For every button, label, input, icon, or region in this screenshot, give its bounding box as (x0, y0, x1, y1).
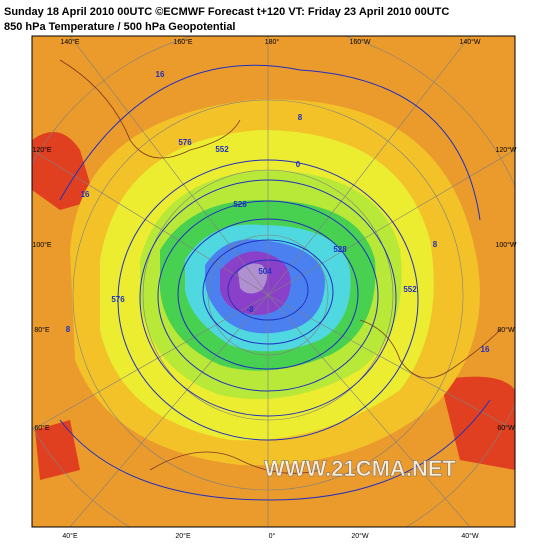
longitude-label: 100°E (32, 241, 51, 249)
longitude-label: 60°E (34, 424, 50, 432)
longitude-label: 160°W (349, 38, 370, 46)
geopotential-contour-label: 528 (233, 200, 247, 209)
longitude-label: 80°E (34, 326, 50, 334)
longitude-label: 140°E (60, 38, 79, 46)
longitude-label: 40°E (62, 532, 78, 540)
temperature-contour-label: -8 (246, 305, 254, 314)
longitude-label: 100°W (495, 241, 516, 249)
geopotential-contour-label: 576 (111, 295, 125, 304)
longitude-label: 0° (269, 532, 276, 540)
title: Sunday 18 April 2010 00UTC ©ECMWF Foreca… (4, 6, 449, 18)
temperature-contour-label: 16 (156, 70, 165, 79)
temperature-contour-label: 8 (433, 240, 438, 249)
watermark: WWW.21CMA.NET (264, 456, 456, 481)
temperature-contour-label: 0 (296, 160, 301, 169)
temperature-contour-label: 8 (66, 325, 71, 334)
map-field (32, 36, 515, 527)
longitude-label: 20°W (351, 532, 369, 540)
longitude-label: 20°E (175, 532, 191, 540)
longitude-label: 40°W (461, 532, 479, 540)
geopotential-contour-label: 552 (215, 145, 229, 154)
longitude-label: 180° (265, 38, 280, 46)
temperature-contour-label: 8 (298, 113, 303, 122)
geopotential-contour-label: 504 (258, 267, 272, 276)
longitude-label: 120°W (495, 146, 516, 154)
temperature-contour-label: 16 (81, 190, 90, 199)
geopotential-contour-label: 528 (333, 245, 347, 254)
longitude-label: 80°W (497, 326, 515, 334)
longitude-label: 160°E (173, 38, 192, 46)
map-frame (31, 35, 516, 528)
longitude-label: 120°E (32, 146, 51, 154)
temperature-contour-label: 16 (481, 345, 490, 354)
longitude-label: 140°W (459, 38, 480, 46)
longitude-label: 60°W (497, 424, 515, 432)
geopotential-contour-label: 576 (178, 138, 192, 147)
geopotential-contour-label: 552 (403, 285, 417, 294)
subtitle: 850 hPa Temperature / 500 hPa Geopotenti… (4, 21, 236, 33)
